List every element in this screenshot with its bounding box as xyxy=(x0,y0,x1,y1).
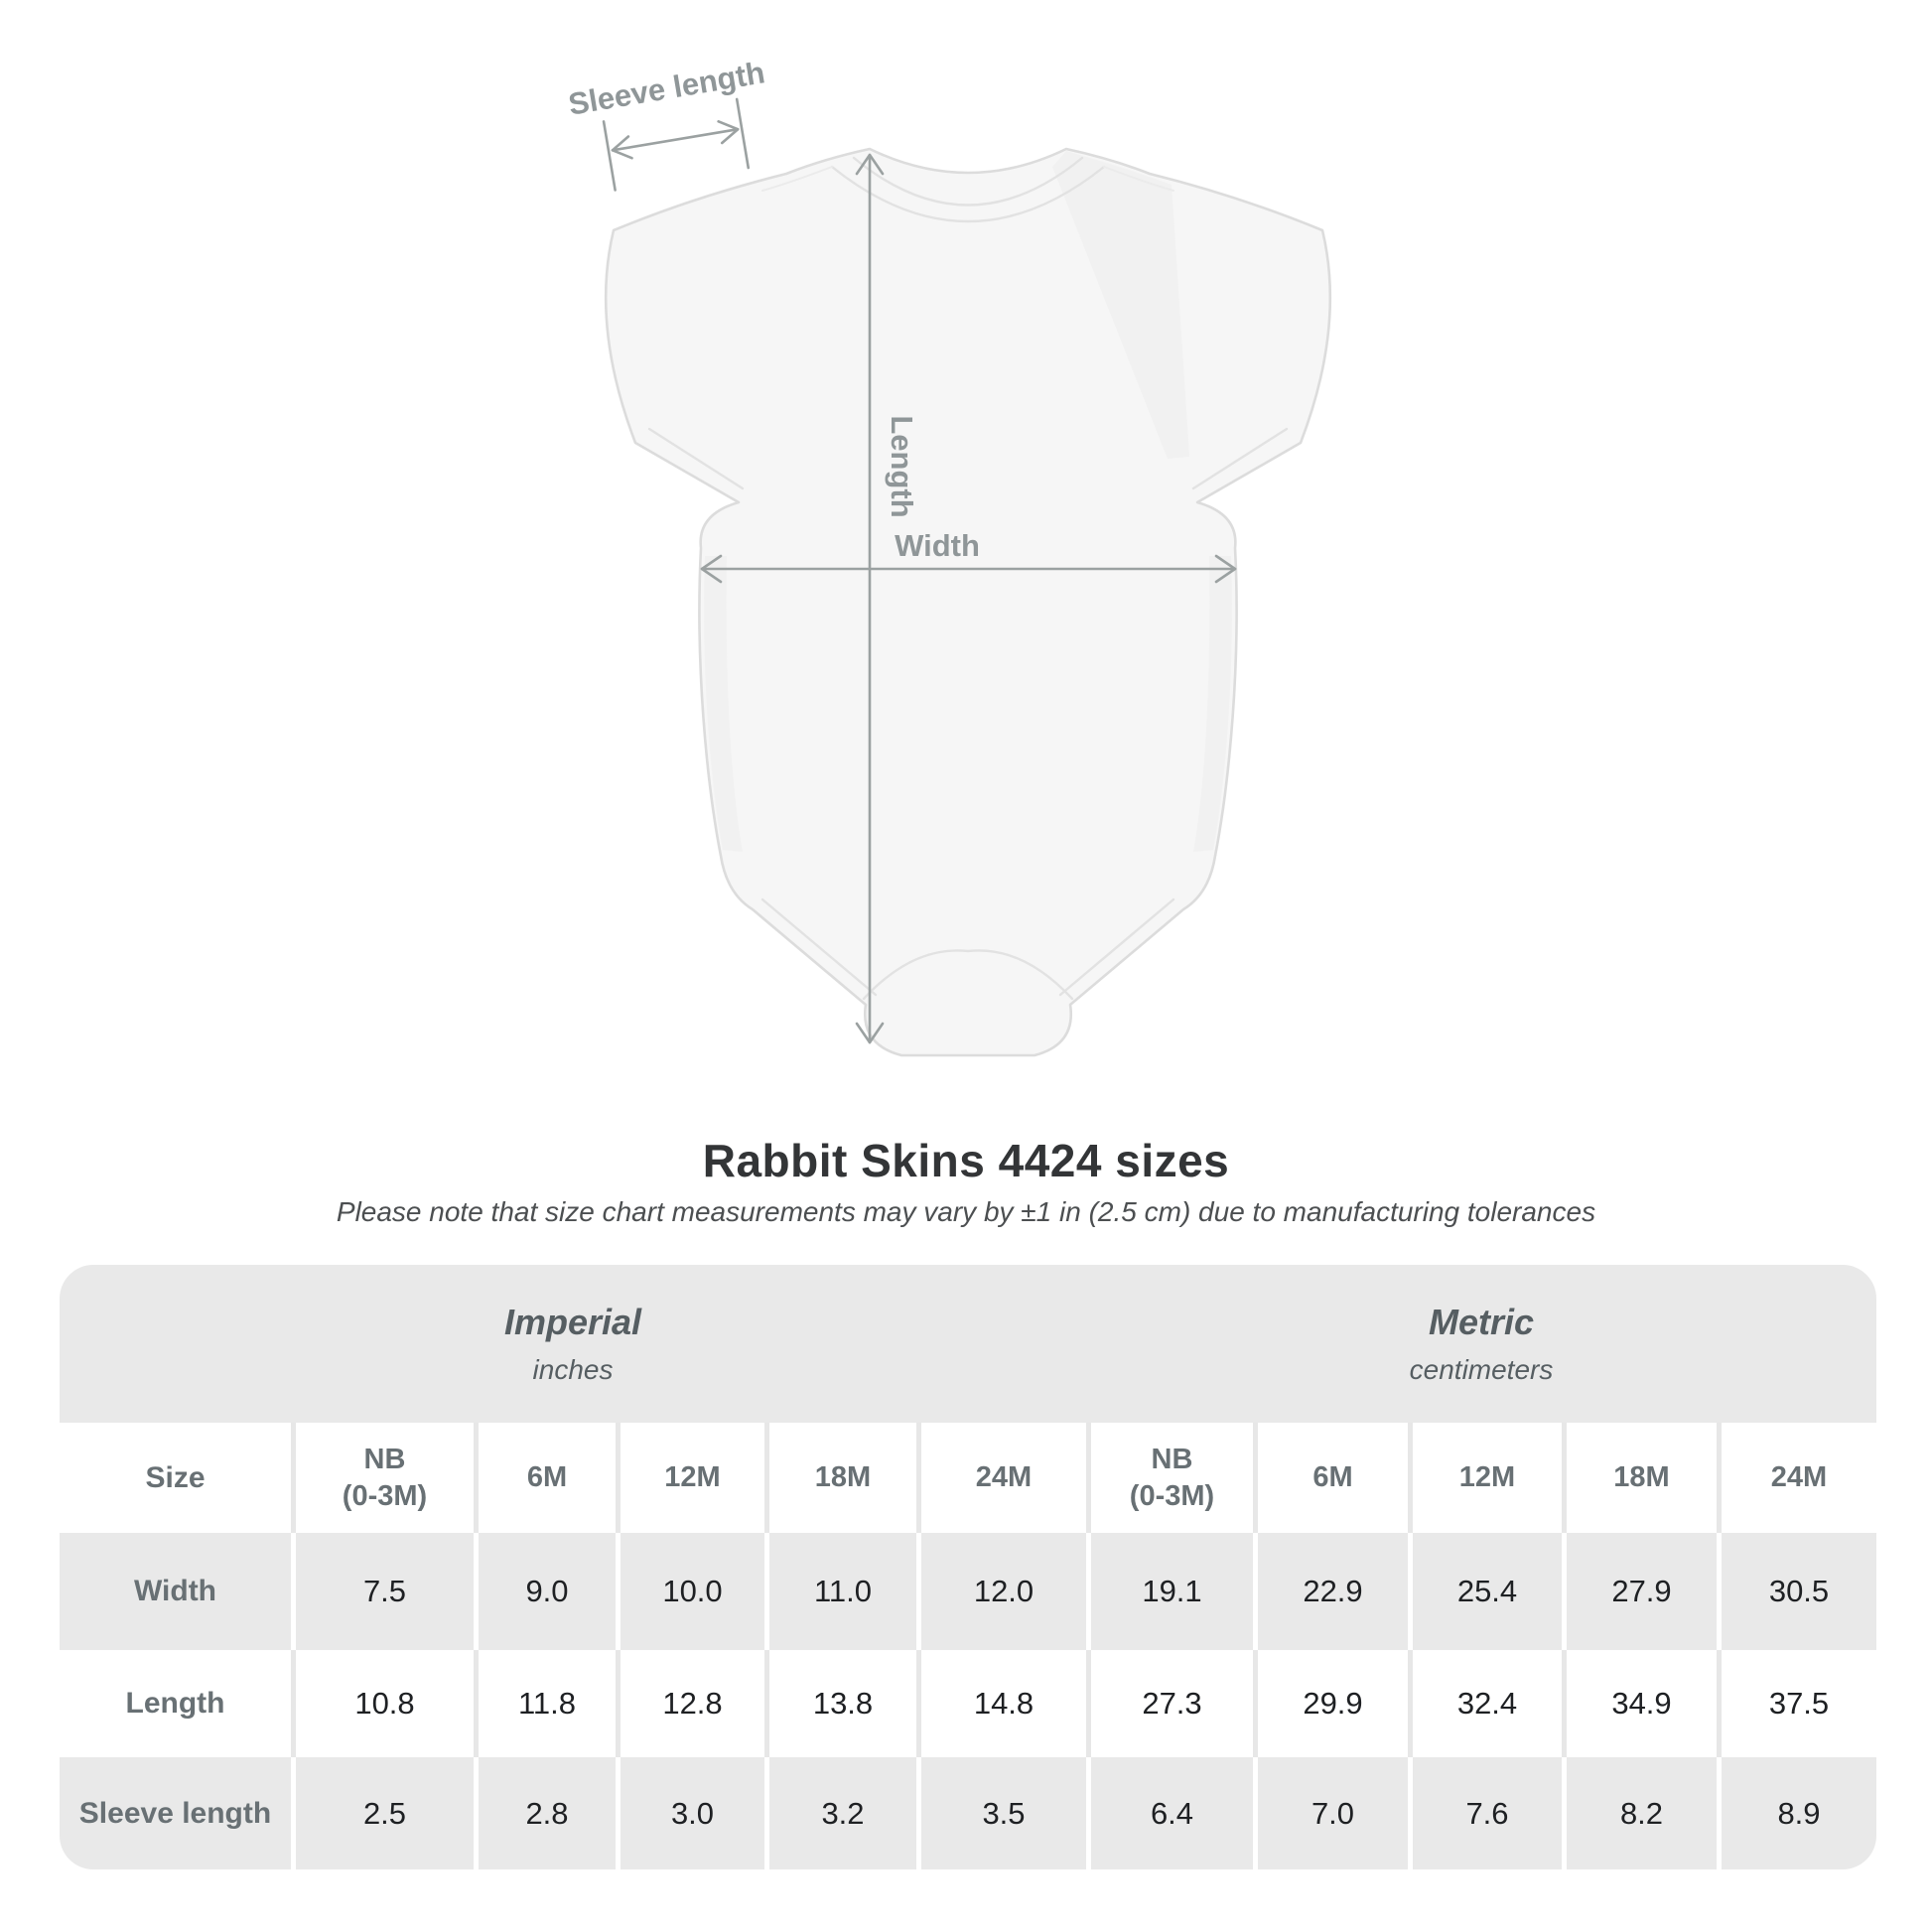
bodysuit-diagram-svg: Length Width Sleeve length xyxy=(566,55,1332,1057)
imperial-section-header: Imperial inches xyxy=(60,1265,1086,1423)
length-arrow-up xyxy=(855,153,885,176)
length-value: 37.5 xyxy=(1717,1650,1876,1757)
width-value: 12.0 xyxy=(916,1533,1086,1650)
right-lap-shoulder-seam xyxy=(1103,166,1174,192)
page-title: Rabbit Skins 4424 sizes xyxy=(702,1135,1230,1186)
width-arrow-left xyxy=(700,554,723,584)
sleeve-length-value: 6.4 xyxy=(1086,1757,1253,1869)
length-dimension: Length xyxy=(855,153,919,1044)
width-value: 25.4 xyxy=(1408,1533,1562,1650)
sleeve-length-dimension: Sleeve length xyxy=(566,55,767,192)
sleeve-length-row-label: Sleeve length xyxy=(60,1757,291,1869)
size-row-label: Size xyxy=(60,1423,291,1533)
length-label: Length xyxy=(885,415,919,517)
length-value: 34.9 xyxy=(1562,1650,1717,1757)
right-shoulder-shade xyxy=(1052,151,1189,459)
sleeve-arrow-left xyxy=(611,135,633,160)
length-value: 12.8 xyxy=(616,1650,764,1757)
length-value: 27.3 xyxy=(1086,1650,1253,1757)
right-sleeve-hem-seam xyxy=(1191,427,1289,490)
right-leg-binding-seam xyxy=(1058,897,1175,997)
width-arrow-right xyxy=(1214,554,1237,584)
neckline-inner-seam xyxy=(852,156,1084,207)
sleeve-tick-right xyxy=(735,97,751,170)
width-row-label: Width xyxy=(60,1533,291,1650)
column-header-metric-18m: 18M xyxy=(1562,1423,1717,1533)
length-value: 10.8 xyxy=(291,1650,474,1757)
imperial-title: Imperial xyxy=(503,1302,642,1342)
column-header-metric-24m: 24M xyxy=(1717,1423,1876,1533)
length-arrow-down xyxy=(855,1022,885,1044)
sleeve-length-value: 3.2 xyxy=(764,1757,916,1869)
sleeve-length-value: 7.0 xyxy=(1253,1757,1408,1869)
sleeve-length-value: 7.6 xyxy=(1408,1757,1562,1869)
sleeve-length-value: 2.5 xyxy=(291,1757,474,1869)
column-header-imperial-24m: 24M xyxy=(916,1423,1086,1533)
column-header-imperial-6m: 6M xyxy=(474,1423,616,1533)
metric-unit: centimeters xyxy=(1409,1354,1554,1385)
sleeve-arrow-right xyxy=(717,120,740,145)
width-value: 22.9 xyxy=(1253,1533,1408,1650)
size-table: Imperial inches Metric centimeters Size … xyxy=(60,1265,1876,1869)
length-value: 11.8 xyxy=(474,1650,616,1757)
neckline-outer-seam xyxy=(830,165,1106,223)
length-value: 14.8 xyxy=(916,1650,1086,1757)
width-value: 10.0 xyxy=(616,1533,764,1650)
length-value: 32.4 xyxy=(1408,1650,1562,1757)
sleeve-length-value: 8.9 xyxy=(1717,1757,1876,1869)
length-value: 29.9 xyxy=(1253,1650,1408,1757)
width-value: 19.1 xyxy=(1086,1533,1253,1650)
column-header-metric-nb: NB (0-3M) xyxy=(1086,1423,1253,1533)
width-label: Width xyxy=(895,528,980,563)
column-header-metric-12m: 12M xyxy=(1408,1423,1562,1533)
sleeve-length-value: 3.5 xyxy=(916,1757,1086,1869)
sleeve-dimension-line xyxy=(611,127,740,152)
sleeve-length-label: Sleeve length xyxy=(566,55,767,122)
width-value: 11.0 xyxy=(764,1533,916,1650)
bodysuit-diagram: Length Width Sleeve length xyxy=(566,55,1332,1057)
metric-section-header: Metric centimeters xyxy=(1086,1265,1876,1423)
column-header-imperial-nb: NB (0-3M) xyxy=(291,1423,474,1533)
width-value: 30.5 xyxy=(1717,1533,1876,1650)
width-value: 7.5 xyxy=(291,1533,474,1650)
tolerance-note: Please note that size chart measurements… xyxy=(336,1196,1596,1227)
sleeve-length-value: 8.2 xyxy=(1562,1757,1717,1869)
column-header-metric-6m: 6M xyxy=(1253,1423,1408,1533)
width-dimension: Width xyxy=(700,528,1237,584)
sleeve-tick-left xyxy=(602,120,617,192)
left-side-shade xyxy=(704,556,743,852)
left-leg-binding-seam xyxy=(760,897,878,997)
sleeve-length-value: 2.8 xyxy=(474,1757,616,1869)
column-header-imperial-12m: 12M xyxy=(616,1423,764,1533)
left-lap-shoulder-seam xyxy=(761,166,833,192)
width-value: 27.9 xyxy=(1562,1533,1717,1650)
crotch-flap-seam xyxy=(862,949,1074,1001)
left-sleeve-hem-seam xyxy=(647,427,745,490)
column-header-imperial-18m: 18M xyxy=(764,1423,916,1533)
metric-title: Metric xyxy=(1428,1302,1535,1342)
imperial-unit: inches xyxy=(532,1354,614,1385)
sleeve-length-value: 3.0 xyxy=(616,1757,764,1869)
width-value: 9.0 xyxy=(474,1533,616,1650)
right-side-shade xyxy=(1193,556,1232,852)
length-value: 13.8 xyxy=(764,1650,916,1757)
length-row-label: Length xyxy=(60,1650,291,1757)
